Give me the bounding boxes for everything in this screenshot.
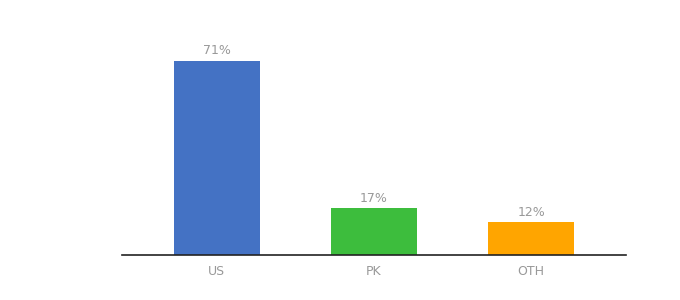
Bar xyxy=(330,208,418,255)
Text: 71%: 71% xyxy=(203,44,231,57)
Text: 12%: 12% xyxy=(517,206,545,219)
Bar xyxy=(488,222,575,255)
Text: 17%: 17% xyxy=(360,192,388,205)
Bar xyxy=(173,61,260,255)
